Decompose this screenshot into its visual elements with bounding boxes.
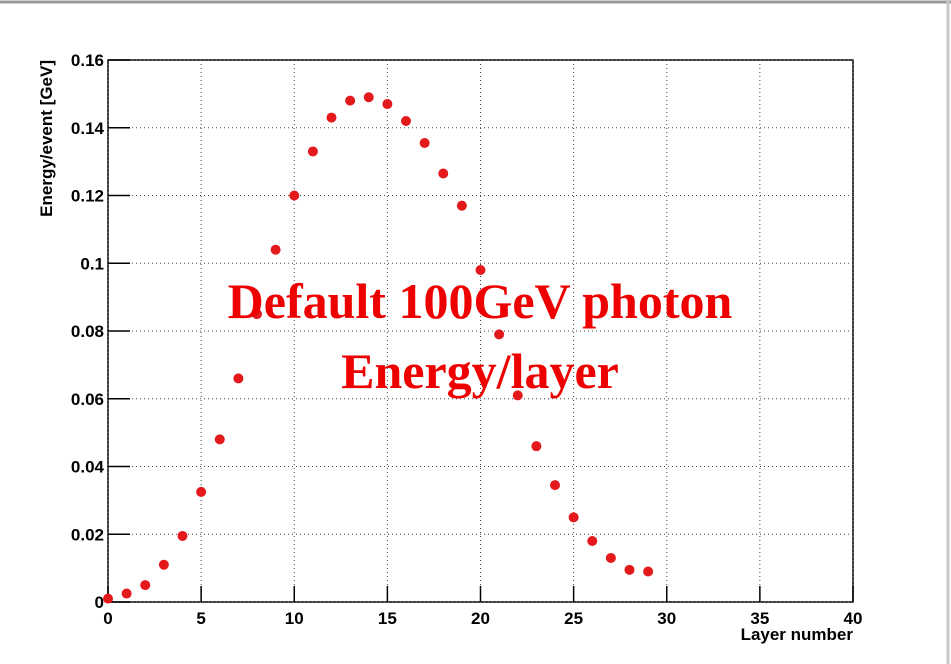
x-tick-label: 0 bbox=[103, 609, 112, 628]
data-point bbox=[363, 92, 374, 103]
x-tick-label: 20 bbox=[471, 609, 490, 628]
data-point bbox=[624, 564, 635, 575]
data-point bbox=[177, 530, 188, 541]
x-tick-label: 5 bbox=[196, 609, 205, 628]
data-point bbox=[307, 146, 318, 157]
data-point bbox=[326, 112, 337, 123]
y-tick-label: 0.02 bbox=[71, 525, 104, 544]
x-tick-label: 35 bbox=[750, 609, 769, 628]
data-point bbox=[233, 373, 244, 384]
data-point bbox=[643, 566, 654, 577]
y-tick-label: 0.12 bbox=[71, 187, 104, 206]
data-point bbox=[289, 190, 300, 201]
y-tick-label: 0.08 bbox=[71, 322, 104, 341]
annotation: Energy/layer bbox=[341, 343, 619, 399]
data-point bbox=[475, 265, 486, 276]
x-tick-label: 25 bbox=[564, 609, 583, 628]
y-tick-label: 0.04 bbox=[71, 458, 105, 477]
data-point bbox=[605, 552, 616, 563]
x-tick-label: 10 bbox=[285, 609, 304, 628]
data-point bbox=[158, 559, 169, 570]
y-tick-label: 0.06 bbox=[71, 390, 104, 409]
data-point bbox=[103, 593, 113, 604]
data-point bbox=[550, 480, 560, 491]
data-point bbox=[382, 99, 393, 110]
data-point bbox=[512, 390, 523, 401]
y-tick-label: 0 bbox=[95, 593, 104, 612]
y-tick-label: 0.16 bbox=[71, 51, 104, 70]
data-point bbox=[494, 329, 505, 340]
data-point bbox=[214, 434, 225, 445]
data-point bbox=[196, 486, 207, 497]
y-axis-title: Energy/event [GeV] bbox=[37, 60, 56, 217]
data-point bbox=[531, 441, 542, 452]
data-point bbox=[270, 244, 281, 255]
data-point bbox=[419, 137, 430, 148]
data-point bbox=[252, 309, 262, 320]
data-point bbox=[568, 512, 579, 523]
data-point bbox=[140, 580, 151, 591]
y-tick-label: 0.14 bbox=[71, 119, 105, 138]
data-point bbox=[121, 588, 132, 599]
x-tick-label: 15 bbox=[378, 609, 397, 628]
data-point bbox=[587, 536, 598, 547]
data-point bbox=[401, 115, 411, 126]
data-point bbox=[438, 168, 449, 179]
x-tick-label: 30 bbox=[657, 609, 676, 628]
data-point bbox=[456, 200, 467, 211]
data-point bbox=[345, 95, 356, 106]
annotation: Default 100GeV photon bbox=[228, 273, 733, 329]
x-tick-label: 40 bbox=[844, 609, 863, 628]
y-tick-label: 0.1 bbox=[80, 254, 104, 273]
x-axis-title: Layer number bbox=[741, 625, 854, 644]
